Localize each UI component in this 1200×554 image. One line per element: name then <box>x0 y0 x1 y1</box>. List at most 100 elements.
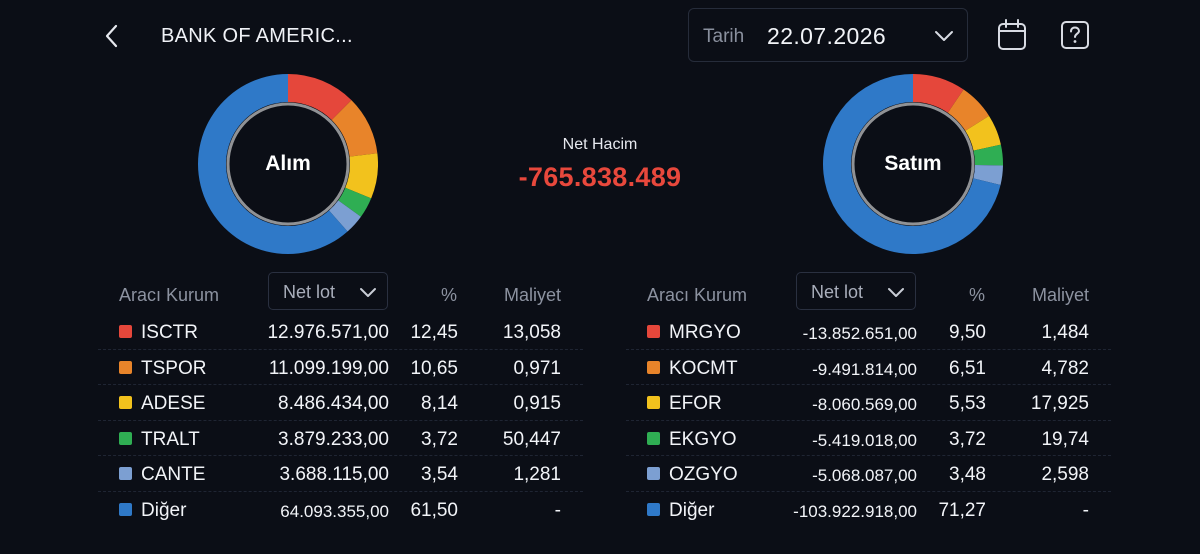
sell-slice-diğer[interactable] <box>823 74 1001 254</box>
sell-slice-efor[interactable] <box>965 115 1001 151</box>
cost: 1,484 <box>1041 322 1089 343</box>
sell-table-header: Aracı Kurum Net lot % Maliyet <box>626 272 1111 314</box>
table-row[interactable]: OZGYO -5.068.087,00 3,48 2,598 <box>626 456 1111 492</box>
color-swatch <box>647 325 660 338</box>
table-row[interactable]: MRGYO -13.852.651,00 9,50 1,484 <box>626 314 1111 350</box>
sell-slice-mrgyo[interactable] <box>913 74 964 113</box>
top-bar: BANK OF AMERIC... Tarih 22.07.2026 <box>0 0 1200 72</box>
netlot-dropdown-label: Net lot <box>811 282 864 302</box>
net-lot: 12.976.571,00 <box>267 322 389 343</box>
calendar-button[interactable] <box>996 18 1028 52</box>
net-lot: -8.060.569,00 <box>812 395 917 414</box>
net-lot: 8.486.434,00 <box>278 393 389 414</box>
percent: 9,50 <box>949 322 986 343</box>
color-swatch <box>647 396 660 409</box>
table-row[interactable]: EFOR -8.060.569,00 5,53 17,925 <box>626 385 1111 421</box>
percent: 8,14 <box>421 393 458 414</box>
sell-donut-label: Satım <box>884 152 942 175</box>
net-lot: -13.852.651,00 <box>802 324 917 343</box>
net-lot: -5.419.018,00 <box>812 430 917 450</box>
broker-name: Diğer <box>669 499 715 521</box>
sell-table: Aracı Kurum Net lot % Maliyet MRGYO -13.8… <box>626 272 1111 527</box>
broker-name: ADESE <box>141 393 206 414</box>
percent: 10,65 <box>410 357 458 379</box>
net-lot: 3.688.115,00 <box>279 464 389 485</box>
netlot-dropdown-label: Net lot <box>283 282 336 302</box>
buy-slice-isctr[interactable] <box>288 74 352 121</box>
table-row[interactable]: KOCMT -9.491.814,00 6,51 4,782 <box>626 350 1111 385</box>
buy-donut-hole <box>230 106 346 222</box>
sell-inner-ring <box>851 102 975 226</box>
broker-name: EFOR <box>669 393 722 414</box>
percent: 71,27 <box>938 499 986 521</box>
sell-slice-ozgyo[interactable] <box>973 165 1003 185</box>
cost: 0,915 <box>513 393 561 414</box>
percent-column-header: % <box>968 285 985 305</box>
percent: 3,72 <box>421 428 458 450</box>
color-swatch <box>119 467 132 480</box>
sell-slice-kocmt[interactable] <box>947 89 990 131</box>
back-button[interactable] <box>98 20 126 52</box>
net-volume-label: Net Hacim <box>562 136 638 153</box>
cost: 2,598 <box>1041 464 1089 485</box>
table-row[interactable]: Diğer -103.922.918,00 71,27 - <box>626 492 1111 528</box>
percent: 3,54 <box>421 464 458 485</box>
buy-table: Aracı Kurum Net lot % Maliyet ISCTR 12.97… <box>98 272 583 527</box>
color-swatch <box>647 360 660 374</box>
buy-donut-chart: Alım <box>198 74 378 254</box>
table-row[interactable]: Diğer 64.093.355,00 61,50 - <box>98 492 583 528</box>
sell-slice-ekgyo[interactable] <box>973 144 1003 166</box>
buy-slice-tspor[interactable] <box>331 100 378 157</box>
table-row[interactable]: CANTE 3.688.115,00 3,54 1,281 <box>98 456 583 492</box>
color-swatch <box>647 502 660 516</box>
chevron-down-icon <box>360 288 376 297</box>
cost: 17,925 <box>1030 393 1089 414</box>
table-row[interactable]: TSPOR 11.099.199,00 10,65 0,971 <box>98 350 583 385</box>
chevron-left-icon <box>105 24 118 48</box>
table-row[interactable]: ADESE 8.486.434,00 8,14 0,915 <box>98 385 583 421</box>
cost: - <box>1082 499 1089 521</box>
percent-column-header: % <box>440 285 457 305</box>
net-lot: -103.922.918,00 <box>793 501 917 521</box>
buy-table-body: ISCTR 12.976.571,00 12,45 13,058 TSPOR 11.09… <box>98 314 583 527</box>
net-lot: 11.099.199,00 <box>268 357 389 379</box>
buy-slice-cante[interactable] <box>329 200 361 232</box>
sell-donut-chart: Satım <box>823 74 1003 254</box>
net-lot: 64.093.355,00 <box>280 501 389 521</box>
broker-column-header: Aracı Kurum <box>647 285 748 305</box>
color-swatch <box>647 431 660 445</box>
table-row[interactable]: EKGYO -5.419.018,00 3,72 19,74 <box>626 421 1111 456</box>
percent: 3,72 <box>949 428 986 450</box>
broker-name: KOCMT <box>669 357 738 379</box>
buy-slice-adese[interactable] <box>345 153 378 199</box>
date-selector[interactable]: Tarih 22.07.2026 <box>688 8 968 62</box>
broker-column-header: Aracı Kurum <box>119 285 220 305</box>
sell-donut-svg <box>823 74 1003 254</box>
broker-name: Diğer <box>141 499 187 521</box>
broker-name: TSPOR <box>141 357 207 379</box>
buy-slice-diğer[interactable] <box>198 74 348 254</box>
table-row[interactable]: TRALT 3.879.233,00 3,72 50,447 <box>98 421 583 456</box>
chevron-down-icon <box>888 288 904 297</box>
page-title: BANK OF AMERIC... <box>161 25 353 47</box>
percent: 3,48 <box>949 464 986 485</box>
cost: 1,281 <box>513 464 561 485</box>
buy-donut-label: Alım <box>265 152 311 175</box>
color-swatch <box>119 360 132 374</box>
calendar-icon <box>998 19 1026 50</box>
help-button[interactable] <box>1060 20 1090 50</box>
broker-name: MRGYO <box>669 322 741 343</box>
buy-slice-tralt[interactable] <box>338 187 372 217</box>
question-icon <box>1061 21 1089 49</box>
chevron-down-icon <box>935 31 953 41</box>
cost: 0,971 <box>513 357 561 379</box>
net-lot: -9.491.814,00 <box>812 359 917 379</box>
percent: 61,50 <box>410 499 458 521</box>
color-swatch <box>647 467 660 480</box>
sell-netlot-dropdown[interactable]: Net lot <box>796 272 916 310</box>
color-swatch <box>119 325 132 338</box>
cost: 50,447 <box>502 428 561 450</box>
color-swatch <box>119 431 132 445</box>
table-row[interactable]: ISCTR 12.976.571,00 12,45 13,058 <box>98 314 583 350</box>
buy-netlot-dropdown[interactable]: Net lot <box>268 272 388 310</box>
